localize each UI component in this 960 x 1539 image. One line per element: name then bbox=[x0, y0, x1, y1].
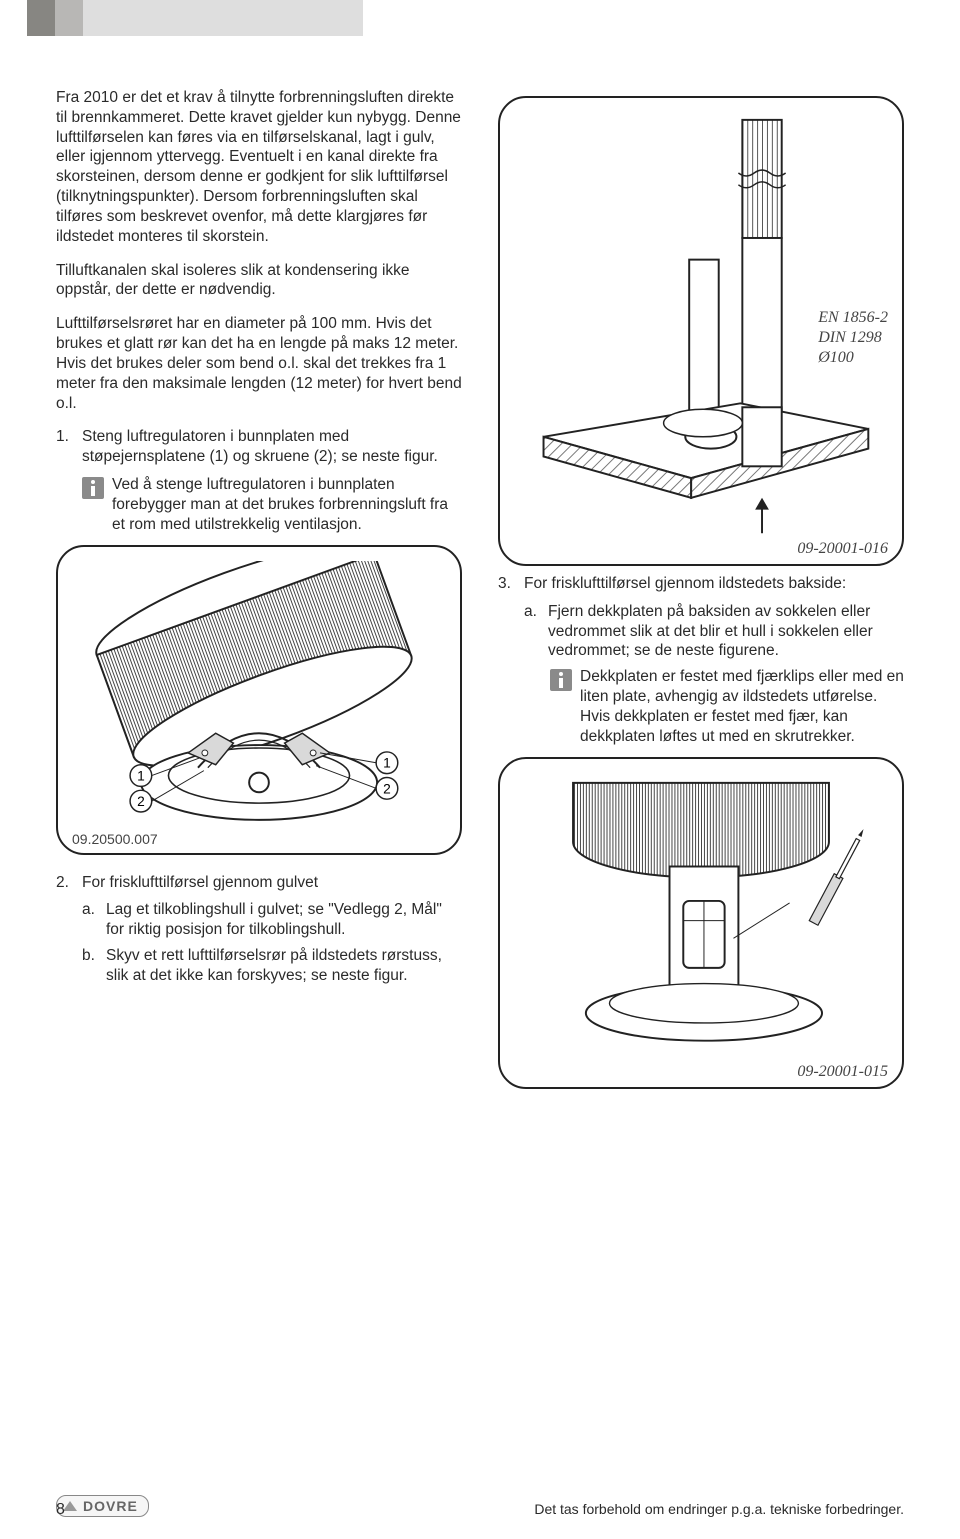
step-1-info: Ved å stenge luftregulatoren i bunnplate… bbox=[82, 475, 462, 534]
step-3a: a. Fjern dekkplaten på baksiden av sokke… bbox=[524, 602, 904, 661]
step-2b-letter: b. bbox=[82, 946, 98, 986]
svg-text:1: 1 bbox=[137, 768, 145, 783]
page-footer: DOVRE 8 Det tas forbehold om endringer p… bbox=[56, 1495, 904, 1517]
step-3-text: For frisklufttilførsel gjennom ildstedet… bbox=[524, 574, 846, 594]
label-diameter: Ø100 bbox=[818, 348, 888, 368]
footer-disclaimer: Det tas forbehold om endringer p.g.a. te… bbox=[534, 1501, 904, 1517]
step-2a-text: Lag et tilkoblingshull i gulvet; se "Ved… bbox=[106, 900, 462, 940]
step-1-number: 1. bbox=[56, 427, 74, 467]
label-en: EN 1856-2 bbox=[818, 308, 888, 328]
step-1-info-text: Ved å stenge luftregulatoren i bunnplate… bbox=[112, 475, 462, 534]
step-2a-letter: a. bbox=[82, 900, 98, 940]
step-2b: b. Skyv et rett lufttilførselsrør på ild… bbox=[82, 946, 462, 986]
svg-text:2: 2 bbox=[383, 781, 391, 796]
label-din: DIN 1298 bbox=[818, 328, 888, 348]
figure-cover-plate-svg bbox=[514, 773, 888, 1068]
para-diameter: Lufttilførselsrøret har en diameter på 1… bbox=[56, 314, 462, 413]
figure-bottom-plate: 1 2 1 2 09.20500.007 bbox=[56, 545, 462, 855]
page-tab-art bbox=[83, 0, 363, 36]
step-2b-text: Skyv et rett lufttilførselsrør på ildste… bbox=[106, 946, 462, 986]
figure-pipe-floor: EN 1856-2 DIN 1298 Ø100 09-20001-016 bbox=[498, 96, 904, 566]
step-3-info-text: Dekkplaten er festet med fjærklips eller… bbox=[580, 667, 904, 746]
brand-name: DOVRE bbox=[83, 1498, 138, 1514]
figure-cover-number: 09-20001-015 bbox=[797, 1063, 888, 1081]
page-number: 8 bbox=[56, 1501, 65, 1519]
figure-pipe-number: 09-20001-016 bbox=[797, 540, 888, 558]
right-column: EN 1856-2 DIN 1298 Ø100 09-20001-016 3. … bbox=[498, 88, 904, 1095]
figure-bottom-plate-svg: 1 2 1 2 bbox=[72, 561, 446, 837]
brand-roof-icon bbox=[63, 1501, 77, 1511]
step-3-info: Dekkplaten er festet med fjærklips eller… bbox=[550, 667, 904, 746]
step-3-number: 3. bbox=[498, 574, 516, 594]
step-2-number: 2. bbox=[56, 873, 74, 893]
step-3a-text: Fjern dekkplaten på baksiden av sokkelen… bbox=[548, 602, 904, 661]
para-isolation: Tilluftkanalen skal isoleres slik at kon… bbox=[56, 261, 462, 301]
step-2: 2. For frisklufttilførsel gjennom gulvet bbox=[56, 873, 462, 893]
left-column: Fra 2010 er det et krav å tilnytte forbr… bbox=[56, 88, 462, 1095]
step-3a-letter: a. bbox=[524, 602, 540, 661]
svg-text:2: 2 bbox=[137, 794, 145, 809]
step-2-text: For frisklufttilførsel gjennom gulvet bbox=[82, 873, 318, 893]
svg-text:1: 1 bbox=[383, 755, 391, 770]
step-1: 1. Steng luftregulatoren i bunnplaten me… bbox=[56, 427, 462, 467]
brand-badge: DOVRE bbox=[56, 1495, 149, 1517]
info-icon bbox=[550, 669, 572, 691]
info-icon bbox=[82, 477, 104, 499]
figure-cover-plate: 09-20001-015 bbox=[498, 757, 904, 1089]
step-3: 3. For frisklufttilførsel gjennom ildste… bbox=[498, 574, 904, 594]
para-intro: Fra 2010 er det et krav å tilnytte forbr… bbox=[56, 88, 462, 247]
step-1-text: Steng luftregulatoren i bunnplaten med s… bbox=[82, 427, 462, 467]
figure-pipe-labels: EN 1856-2 DIN 1298 Ø100 bbox=[818, 308, 888, 368]
step-2a: a. Lag et tilkoblingshull i gulvet; se "… bbox=[82, 900, 462, 940]
figure-bottom-plate-number: 09.20500.007 bbox=[72, 831, 158, 847]
